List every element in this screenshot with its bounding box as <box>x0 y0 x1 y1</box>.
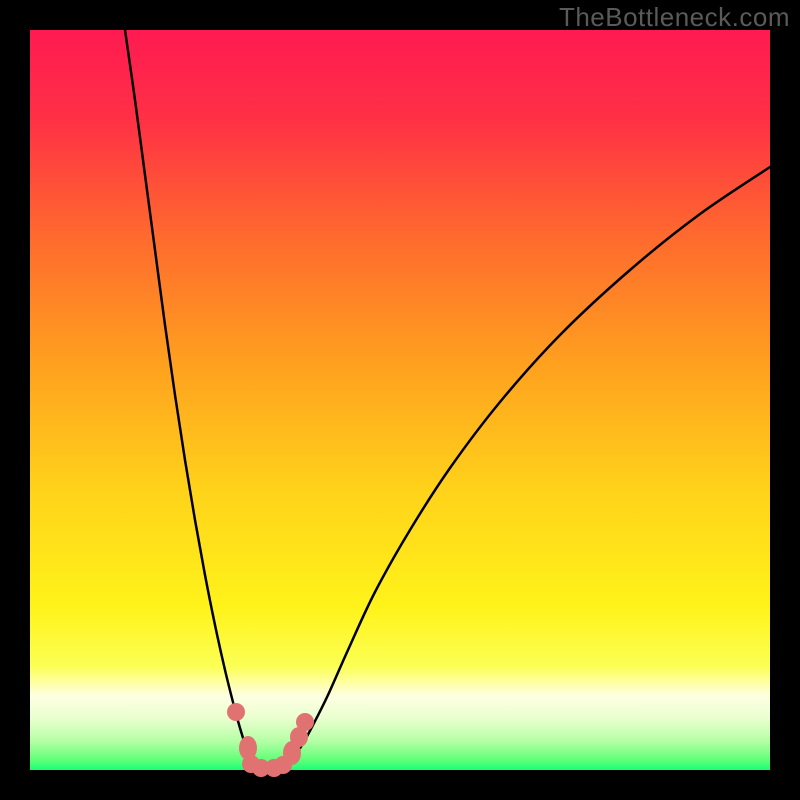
watermark-text: TheBottleneck.com <box>559 2 790 33</box>
marker-point <box>296 713 314 731</box>
marker-point <box>227 703 245 721</box>
chart-frame: TheBottleneck.com <box>0 0 800 800</box>
curve-right <box>278 167 770 770</box>
curve-layer <box>0 0 800 800</box>
curve-left <box>125 30 265 770</box>
